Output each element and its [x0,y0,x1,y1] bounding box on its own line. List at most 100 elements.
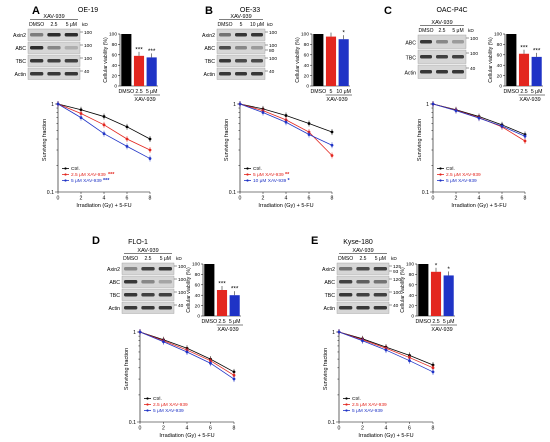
blot-row-label: Actin [108,306,120,312]
viability-tick-label: 100 [494,32,502,38]
blot-kd-label: kD [82,22,88,28]
blot-band [235,32,247,37]
viability-category: DMSO [311,89,327,95]
blot-band [30,71,44,76]
viability-tick-label: 60 [304,53,310,59]
viability-category: 5 μM [443,319,455,325]
viability-tick-label: 80 [409,272,415,278]
blot-band [251,58,263,63]
survival-y-tick-label: 0.1 [229,190,236,196]
viability-tick-label: 60 [409,283,415,289]
blot-band [356,266,370,271]
blot-row-label: TBC [16,59,27,65]
survival-line [239,103,333,156]
viability-x-label: XAV-939 [326,97,347,103]
blot-lane-label: 5 μM [452,28,463,34]
survival-y-tick-label: 0.1 [47,190,54,196]
survival-legend-label: Ctrl. [253,166,262,172]
blot-marker-label: 100 [269,56,277,62]
blot-band [158,266,172,271]
blot-kd-label: kD [176,256,182,262]
survival-x-tick-label: 2 [80,196,83,202]
viability-y-label: Cellular viability (%) [488,37,494,83]
survival-x-label: Irradiation (Gy) + 5-FU [358,433,413,439]
survival-x-tick-label: 2 [455,196,458,202]
blot-lane-label: 10 μM [250,22,264,28]
blot-band [141,305,155,310]
viability-category: 2.5 [135,89,142,95]
viability-tick-label: 60 [195,283,201,289]
blot-row-label: TBC [205,59,216,65]
blot-row-label: TBC [110,293,121,299]
blot-kd-label: kD [267,22,273,28]
survival-y-tick-label: 0.1 [422,190,429,196]
viability-bar [531,56,542,86]
viability-y-label: Cellular viability (%) [295,37,301,83]
blot-band [30,58,44,63]
survival-legend-sig: *** [103,178,110,184]
survival-legend-label: Ctrl. [352,396,361,402]
survival-point [330,154,334,157]
survival-legend-label: Ctrl. [71,166,80,172]
viability-sig: *** [533,47,541,54]
blot-band [47,58,61,63]
survival-y-tick-label: 1 [426,102,429,108]
blot-lane-label: DMSO [29,22,44,28]
blot-band [356,305,370,310]
blot-row-label: TBC [406,55,417,61]
survival-point [102,123,106,127]
survival-legend-label: 5 μM XAV-939 [253,172,284,178]
viability-category: DMSO [504,89,520,95]
blot-lane-label: 2.5 [51,22,58,28]
viability-tick-label: 80 [497,42,503,48]
survival-legend-label: 2.5 μM XAV-939 [153,402,188,408]
viability-sig: *** [520,44,528,51]
blot-lane-label: 5 μM [160,256,171,262]
survival-point [162,340,165,344]
viability-y-label: Cellular viability (%) [103,37,109,83]
viability-tick-label: 80 [304,42,310,48]
viability-category: 2.5 [218,319,225,325]
blot-band [373,279,387,284]
viability-sig: *** [135,46,143,53]
survival-x-tick-label: 8 [149,196,152,202]
survival-x-tick-label: 4 [103,196,106,202]
blot-band [219,45,231,50]
survival-point [307,122,311,125]
survival-x-tick-label: 0 [239,196,242,202]
survival-point [408,359,411,363]
panel-letter: E [311,235,318,247]
blot-marker-label: 100 [470,51,478,57]
survival-point [209,361,212,365]
blot-lane-label: 5 [240,22,243,28]
blot-band [339,305,353,310]
survival-legend-label: Ctrl. [153,396,162,402]
viability-y-label: Cellular viability (%) [400,267,406,313]
survival-legend-marker [345,409,348,412]
blot-marker-label: 120 [393,277,401,283]
viability-bar [506,34,517,86]
viability-category: DMSO [416,319,432,325]
survival-y-tick-label: 0.1 [328,420,335,426]
viability-tick-label: 20 [112,73,118,79]
blot-row-label: TBC [325,293,336,299]
blot-band [235,45,247,50]
survival-point [148,148,152,152]
survival-point [431,366,435,370]
viability-x-label: XAV-939 [217,327,238,333]
survival-legend-label: 2.5 μM XAV-939 [71,172,106,178]
blot-band [124,266,138,271]
survival-point [261,111,265,114]
survival-point [79,116,83,120]
viability-tick-label: 20 [409,303,415,309]
viability-bar [216,290,228,316]
blot-marker-label: 93 [393,269,399,275]
viability-category: 5 μM [531,89,543,95]
blot-row-label: Actin [323,306,335,312]
viability-sig: *** [148,48,156,55]
blot-band [436,54,448,59]
viability-bar [338,39,349,86]
blot-band [251,45,263,50]
blot-band [64,71,78,76]
